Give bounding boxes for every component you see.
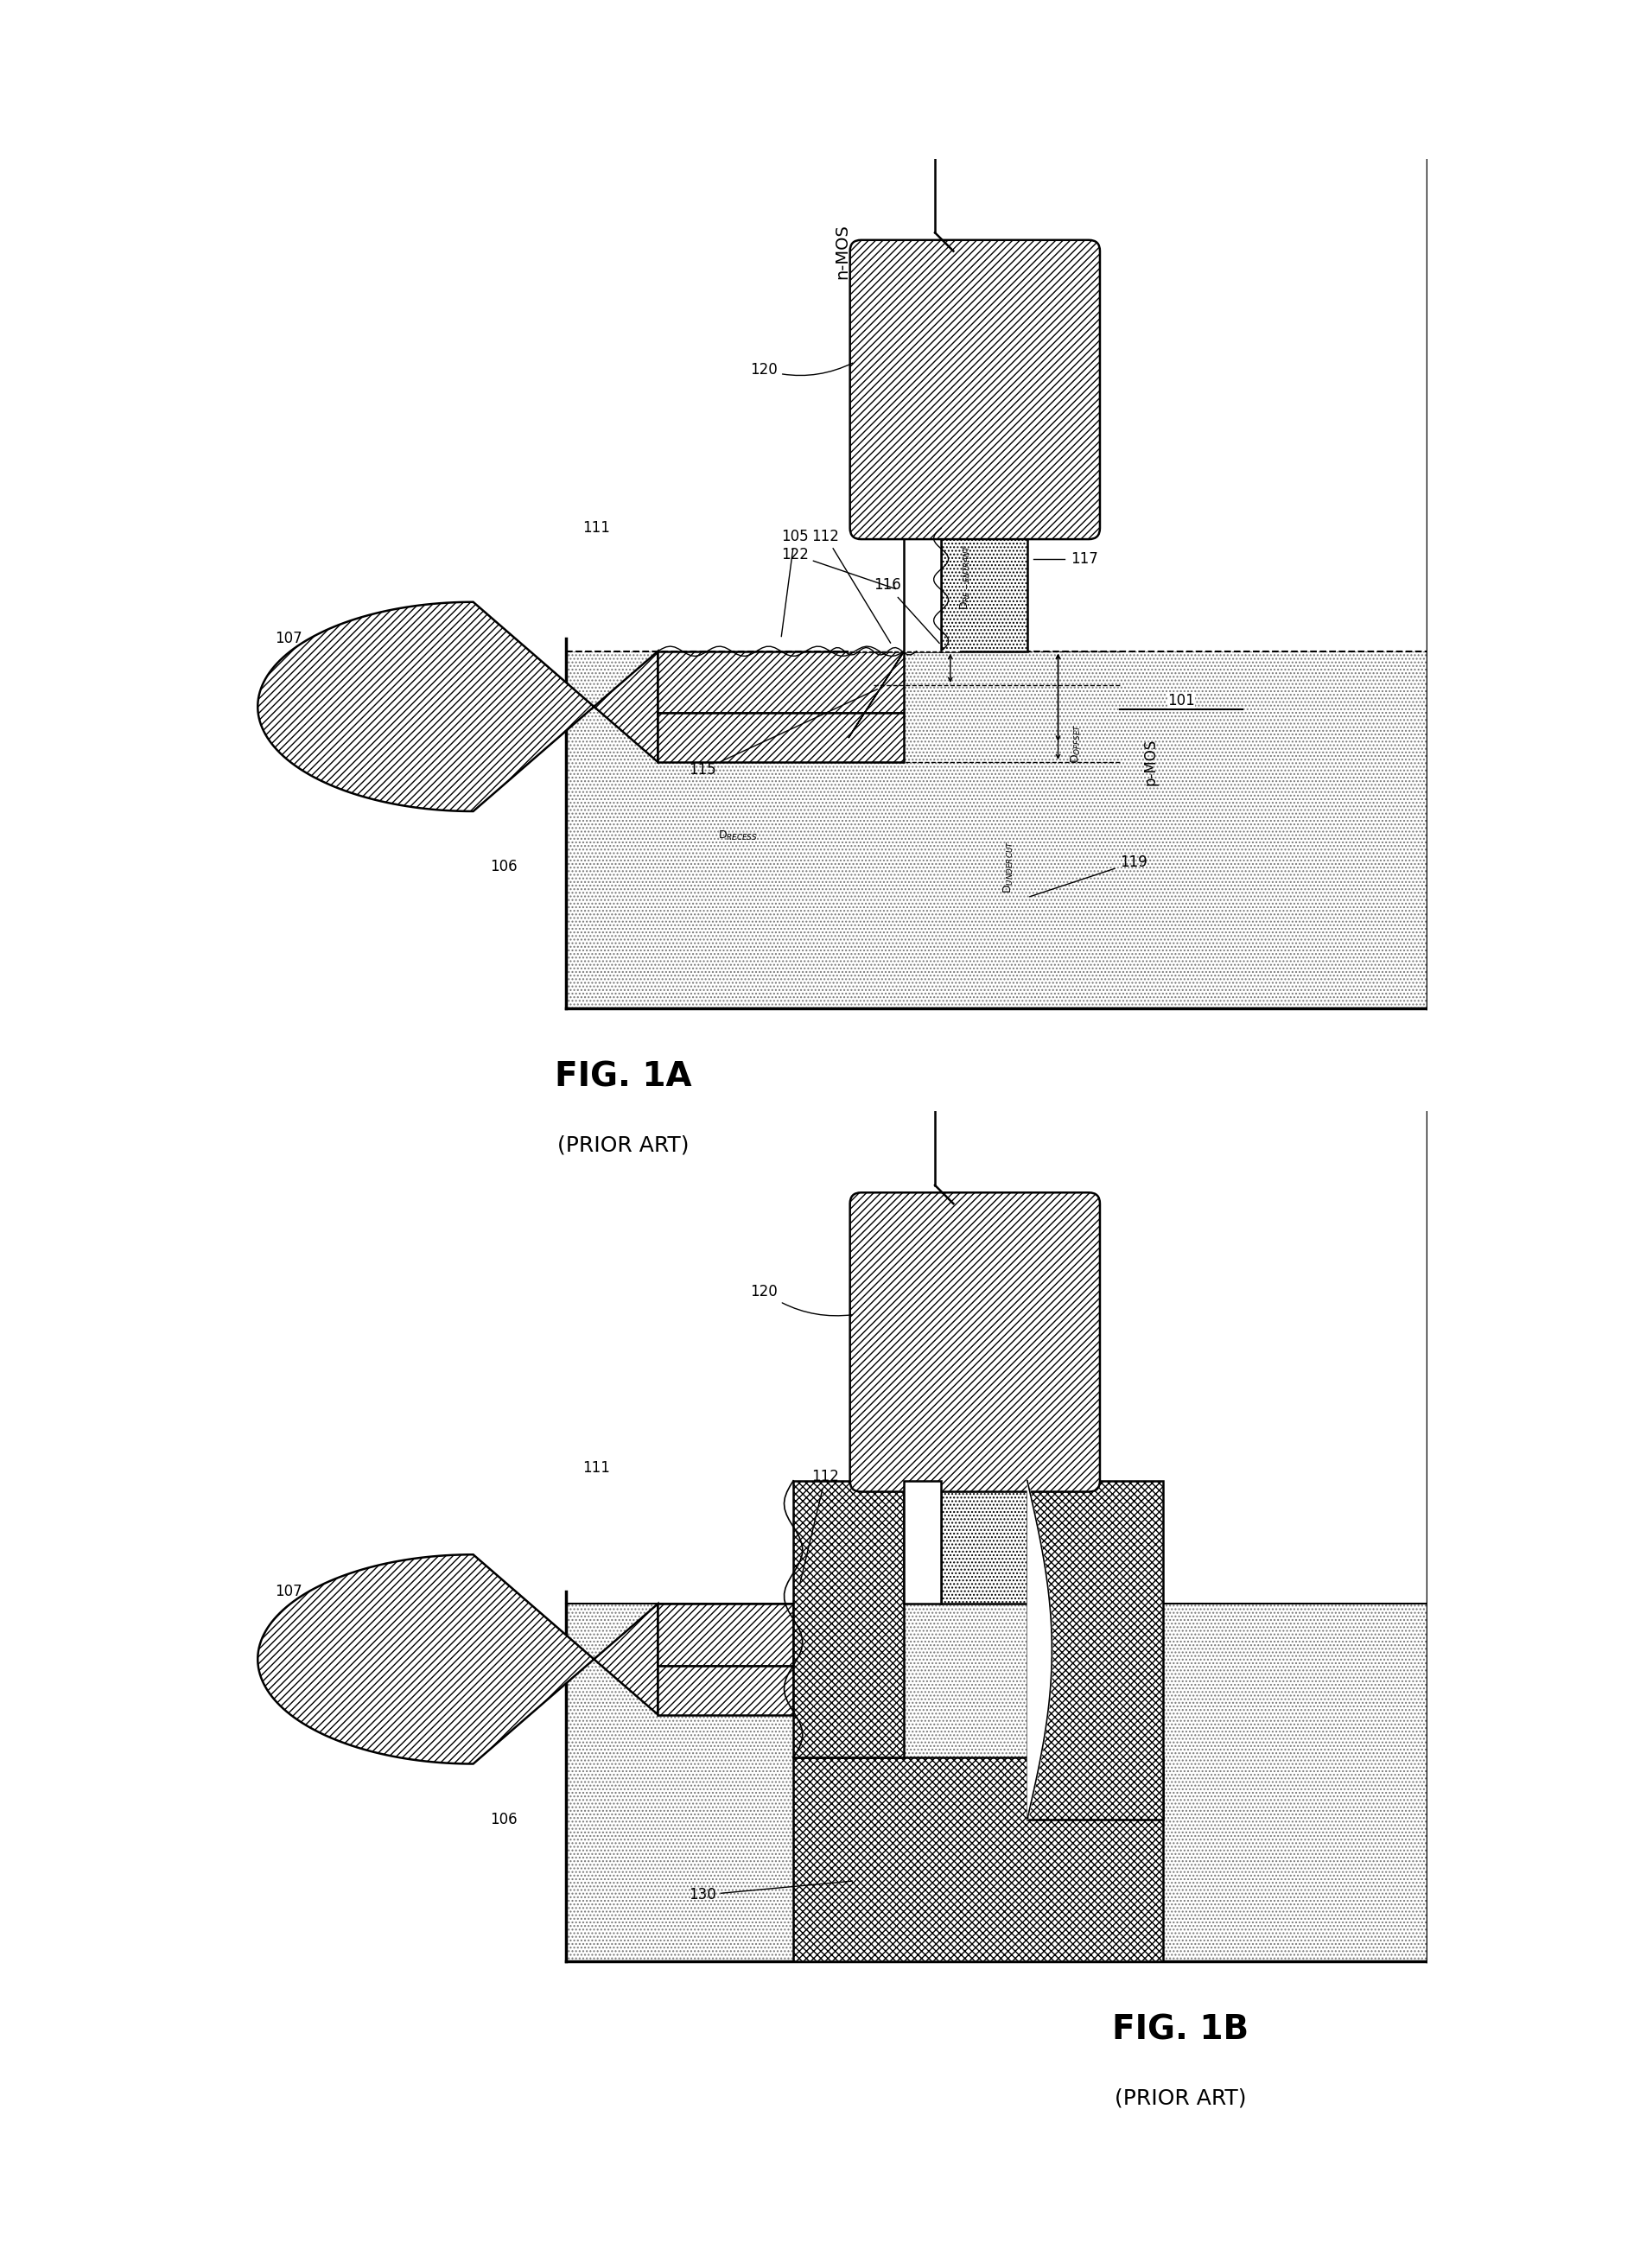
Bar [941,528,1027,651]
Text: D$_{OFFSET}$: D$_{OFFSET}$ [1069,723,1082,764]
Bar [794,1481,904,1758]
Bar [658,651,904,712]
Text: 112: 112 [812,528,891,644]
Text: 105: 105 [781,528,809,637]
Bar [658,712,904,762]
Text: 112: 112 [800,1470,840,1583]
Text: 101: 101 [1168,692,1196,708]
Text: (PRIOR ART): (PRIOR ART) [558,1134,689,1157]
Text: FIG. 1A: FIG. 1A [554,1061,692,1093]
Text: 106: 106 [490,860,518,875]
Text: 106: 106 [490,1812,518,1828]
Text: n-MOS: n-MOS [835,225,851,279]
Bar [658,1603,794,1665]
Text: 116: 116 [874,578,940,644]
Text: 122: 122 [781,547,895,590]
Text: D$_{RECESS}$: D$_{RECESS}$ [718,830,758,841]
Bar [904,528,941,651]
Text: 120: 120 [749,1284,853,1315]
Text: 115: 115 [689,689,877,778]
Polygon shape [850,651,959,737]
Bar [794,1758,1163,1962]
Bar [904,1481,941,1603]
Text: D$_{UNDERCUT}$: D$_{UNDERCUT}$ [1002,839,1015,894]
Text: 107: 107 [276,1583,302,1599]
Bar [941,1481,1027,1603]
Bar [658,1665,794,1715]
Text: D$_{RE-ENTRANT}$: D$_{RE-ENTRANT}$ [959,544,973,610]
Text: 111: 111 [582,519,610,535]
Text: 117: 117 [1071,551,1097,567]
Text: 119: 119 [1030,855,1146,896]
Text: 107: 107 [276,631,302,646]
Text: 120: 120 [749,363,853,379]
Text: (PRIOR ART): (PRIOR ART) [1115,2087,1246,2109]
Bar [566,651,1427,1009]
Polygon shape [257,1554,658,1765]
Text: FIG. 1B: FIG. 1B [1112,2014,1250,2046]
Bar [566,1603,1427,1962]
FancyBboxPatch shape [850,1193,1100,1492]
FancyBboxPatch shape [850,240,1100,540]
Bar [1027,1481,1163,1819]
Text: 111: 111 [582,1461,610,1476]
Polygon shape [257,601,658,812]
Text: p-MOS: p-MOS [1143,739,1158,785]
Text: 130: 130 [689,1880,853,1903]
